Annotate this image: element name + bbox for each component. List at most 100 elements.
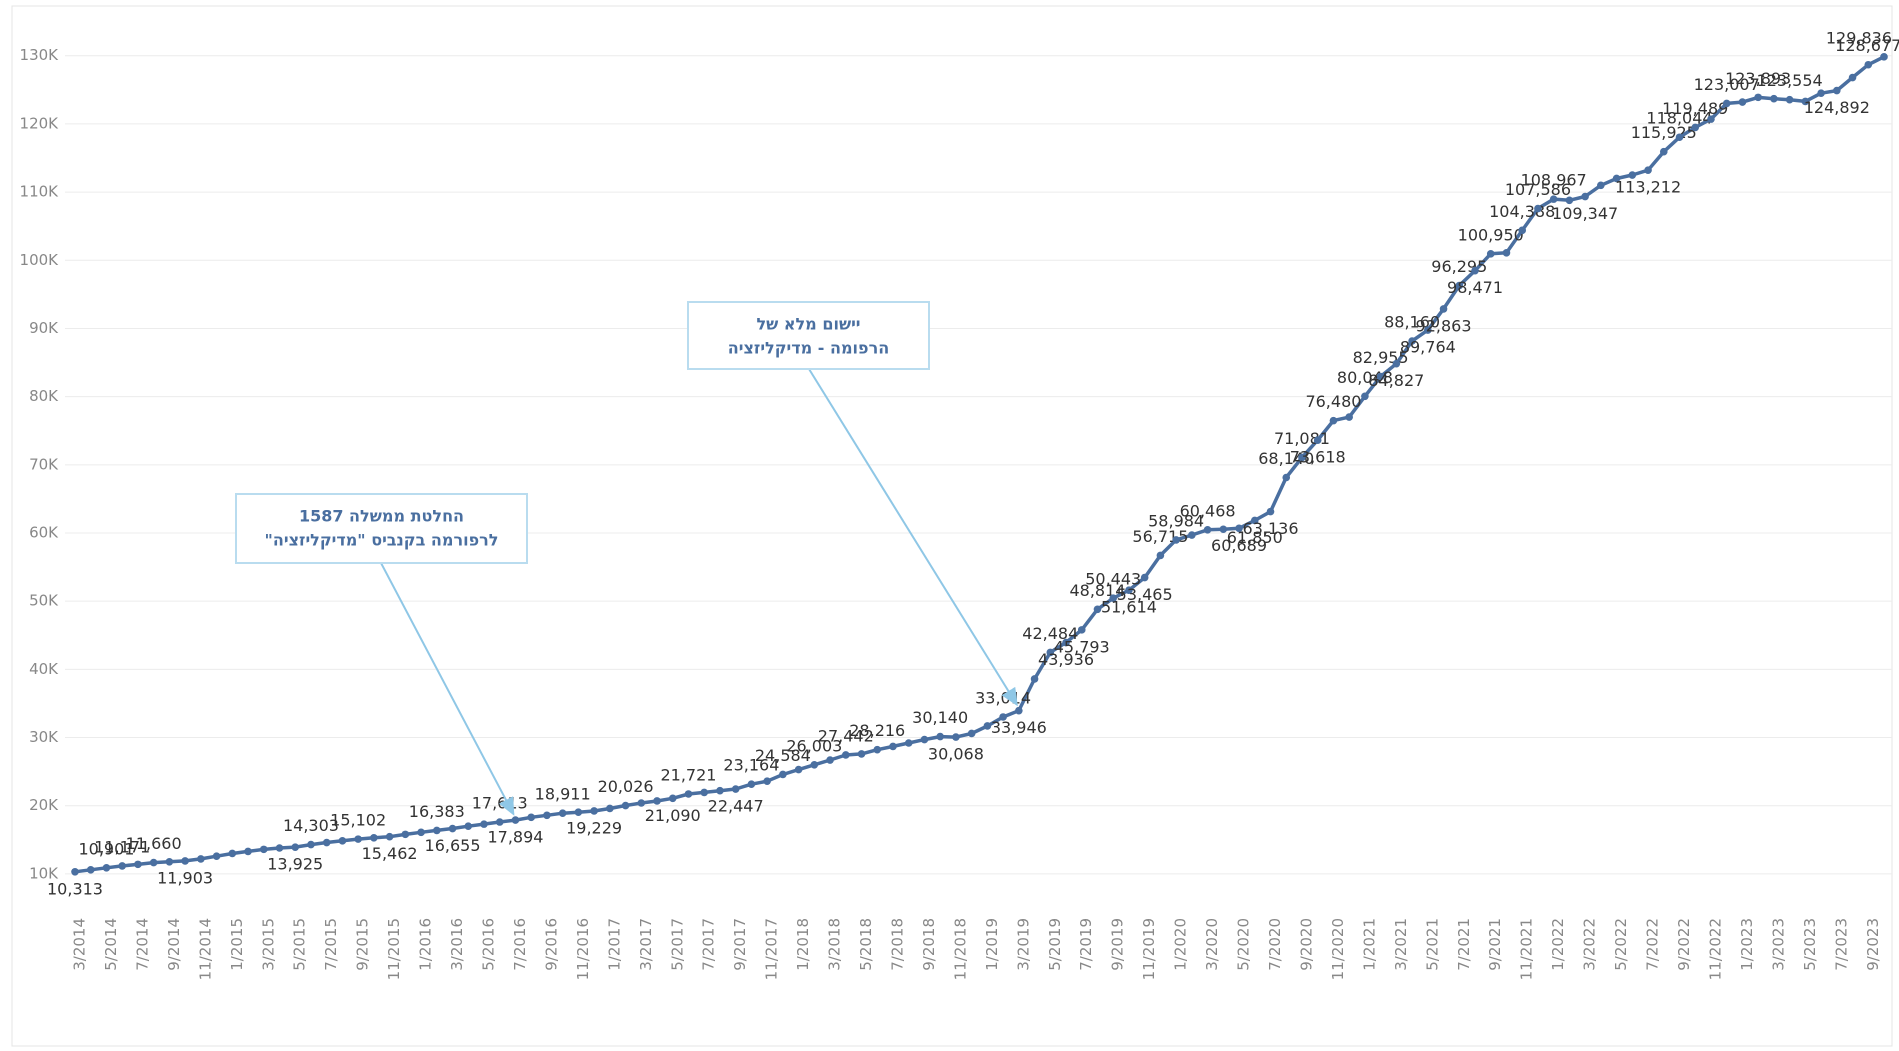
x-tick-label: 3/2015 <box>259 918 277 971</box>
point <box>1093 605 1102 614</box>
x-tick-label: 5/2014 <box>102 918 120 971</box>
data-label: 11,903 <box>157 868 213 887</box>
point <box>1046 648 1055 657</box>
point <box>779 770 787 779</box>
point <box>1833 86 1841 95</box>
x-tick-label: 5/2018 <box>857 918 875 971</box>
data-label: 33,946 <box>991 718 1047 737</box>
data-label: 28,216 <box>849 721 905 740</box>
point <box>857 750 866 758</box>
point <box>354 835 362 843</box>
point <box>259 845 268 854</box>
data-label: 11,660 <box>126 834 182 853</box>
x-tick-label: 11/2018 <box>951 918 969 980</box>
point <box>889 742 897 751</box>
x-tick-label: 1/2019 <box>983 918 1001 971</box>
point <box>197 855 205 863</box>
data-label: 10,901 <box>78 839 134 858</box>
point <box>1219 525 1228 534</box>
point <box>1486 249 1495 258</box>
point <box>181 857 189 865</box>
point <box>1203 526 1212 534</box>
point <box>433 826 441 835</box>
data-label: 42,484 <box>1022 624 1078 643</box>
data-label: 21,721 <box>660 765 716 784</box>
x-tick-label: 5/2016 <box>479 918 497 971</box>
x-tick-label: 11/2015 <box>385 918 403 980</box>
point <box>637 799 646 807</box>
point <box>1848 73 1857 82</box>
annotation-arrow <box>808 368 1018 707</box>
data-label: 129,836 <box>1826 28 1892 47</box>
data-label: 18,911 <box>535 785 591 804</box>
x-tick-label: 5/2019 <box>1046 918 1064 971</box>
data-label: 89,764 <box>1400 338 1456 357</box>
y-tick-label: 90K <box>29 319 59 337</box>
point <box>385 832 394 841</box>
x-tick-label: 1/2020 <box>1172 918 1190 971</box>
point <box>1722 99 1731 108</box>
data-label: 80,048 <box>1337 368 1393 387</box>
x-tick-label: 11/2014 <box>196 918 214 980</box>
data-label: 92,863 <box>1416 316 1472 335</box>
data-label: 98,471 <box>1447 278 1503 297</box>
x-tick-label: 3/2018 <box>826 918 844 971</box>
point <box>1140 573 1149 582</box>
point <box>1502 248 1511 257</box>
point <box>1156 551 1165 560</box>
point <box>291 843 300 851</box>
point <box>527 813 535 822</box>
point <box>1376 372 1385 381</box>
data-label: 128,677 <box>1835 36 1899 55</box>
x-tick-label: 7/2021 <box>1455 918 1473 971</box>
data-label: 45,793 <box>1054 637 1110 656</box>
point <box>134 860 142 869</box>
data-label: 107,586 <box>1505 180 1571 199</box>
point <box>1864 60 1873 69</box>
data-label: 71,081 <box>1274 429 1330 448</box>
y-tick-label: 30K <box>29 728 59 746</box>
point <box>401 830 410 839</box>
x-tick-label: 9/2021 <box>1486 918 1504 971</box>
point <box>936 732 944 741</box>
point <box>1785 95 1794 104</box>
y-tick-label: 80K <box>29 387 59 405</box>
y-tick-label: 130K <box>20 46 60 64</box>
point <box>149 858 158 867</box>
x-tick-label: 9/2015 <box>354 918 372 971</box>
point <box>590 807 598 815</box>
y-tick-label: 20K <box>29 796 59 814</box>
data-label: 11,171 <box>94 837 150 856</box>
annotation-arrow <box>380 562 515 816</box>
point <box>920 735 929 744</box>
y-tick-label: 10K <box>29 864 59 882</box>
x-tick-label: 7/2022 <box>1644 918 1662 971</box>
point <box>118 862 126 870</box>
point <box>543 811 551 820</box>
point <box>747 780 756 788</box>
x-tick-label: 9/2020 <box>1297 918 1315 971</box>
point <box>212 852 221 860</box>
x-tick-label: 9/2014 <box>165 918 183 971</box>
point <box>558 809 567 817</box>
x-tick-label: 3/2020 <box>1203 918 1221 971</box>
annotation-text: יישום מלא של <box>756 315 860 334</box>
data-label: 15,102 <box>330 811 386 830</box>
data-label: 61,850 <box>1227 528 1283 547</box>
data-label: 27,442 <box>818 726 874 745</box>
point <box>1408 337 1416 345</box>
x-tick-label: 1/2023 <box>1738 918 1756 971</box>
point <box>1361 392 1369 401</box>
point <box>1675 133 1684 142</box>
data-label: 123,893 <box>1725 69 1791 88</box>
y-tick-label: 110K <box>20 183 60 201</box>
x-tick-label: 1/2015 <box>228 918 246 971</box>
x-tick-label: 5/2020 <box>1235 918 1253 971</box>
point <box>904 739 913 747</box>
x-tick-label: 1/2017 <box>605 918 623 971</box>
y-tick-label: 100K <box>20 251 60 269</box>
data-label: 84,827 <box>1368 371 1424 390</box>
x-tick-label: 11/2019 <box>1140 918 1158 980</box>
point <box>1707 115 1715 123</box>
